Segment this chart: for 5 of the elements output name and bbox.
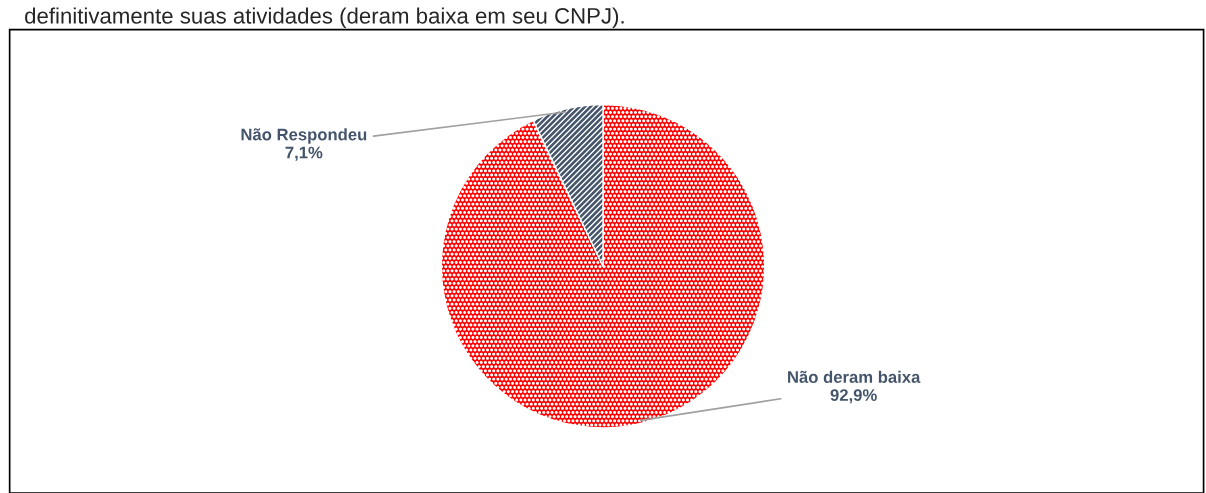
- slice-label: Não deram baixa: [788, 370, 921, 383]
- slice-label: Não Respondeu: [241, 128, 367, 144]
- chart-title: definitivamente suas atividades (deram baixa em seu CNPJ).: [25, 7, 624, 29]
- data-label: 92,9%: [830, 389, 877, 404]
- data-label: 7,1%: [285, 146, 323, 161]
